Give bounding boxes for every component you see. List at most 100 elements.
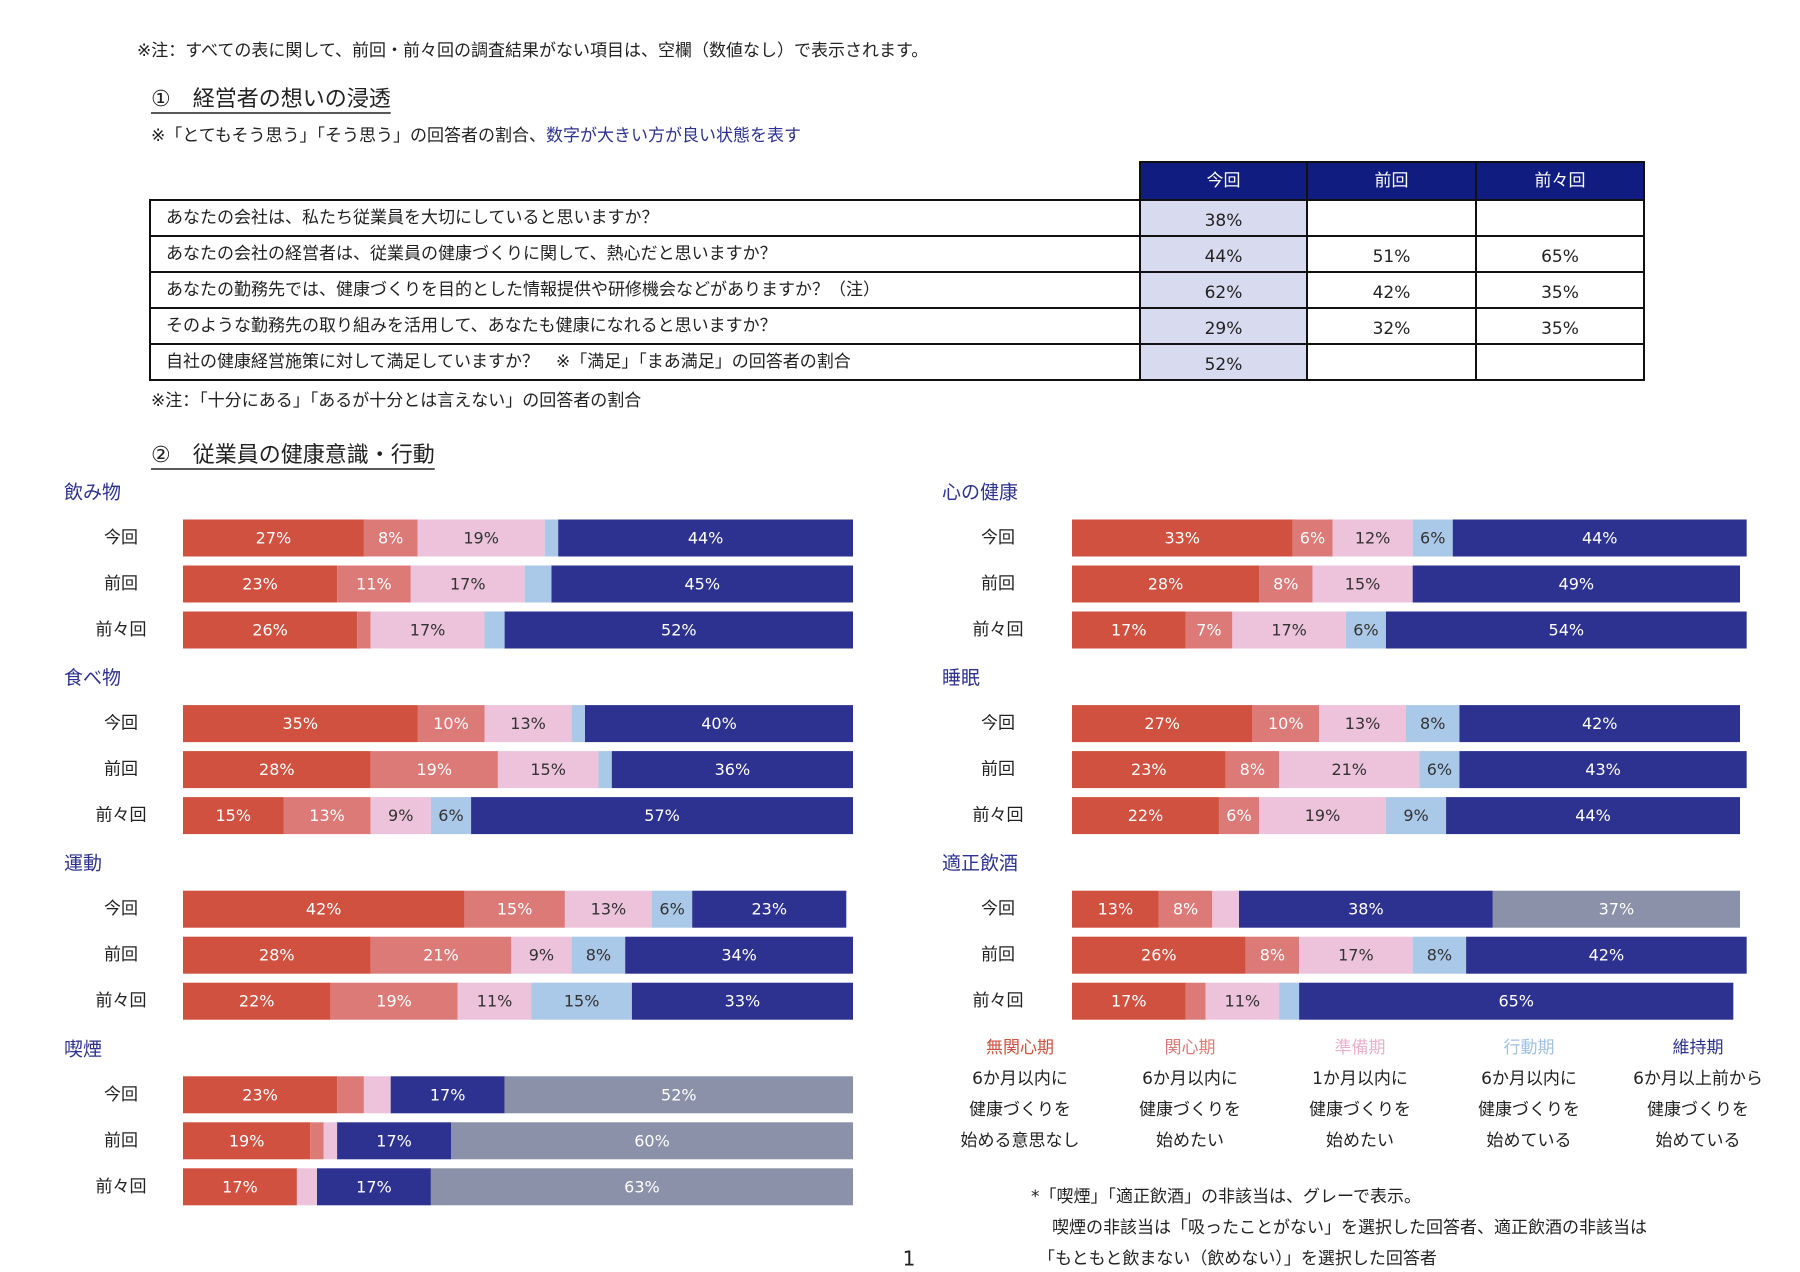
bar-label: 34% (721, 946, 757, 965)
table-cell (1475, 307, 1645, 345)
bar-segment (183, 982, 331, 1020)
legend-description: 6か月以内に (1481, 1069, 1577, 1089)
bar-label: 6% (1427, 760, 1452, 779)
bar-label: 6% (659, 900, 684, 919)
bar-label: 28% (1148, 575, 1184, 594)
bar-segment (183, 890, 465, 928)
bar-segment (1299, 936, 1413, 974)
bar-segment (1252, 705, 1320, 743)
bar-segment (511, 936, 572, 974)
bar-segment (1225, 751, 1280, 789)
bar-label: 15% (530, 760, 566, 779)
bar-segment (417, 705, 485, 743)
bar-segment (1245, 936, 1300, 974)
bar-label: 6% (1353, 621, 1378, 640)
bar-segment (357, 611, 371, 649)
bar-segment (370, 611, 485, 649)
bar-label: 21% (423, 946, 459, 965)
legend-description: 6か月以内に (1142, 1069, 1238, 1089)
bar-segment (1185, 982, 1206, 1020)
bar-label: 28% (259, 760, 295, 779)
bar-label: 9% (1403, 806, 1428, 825)
bar-segment (183, 705, 418, 743)
bar-segment (317, 1168, 431, 1206)
table-value: 38% (1205, 211, 1243, 231)
bar-label: 13% (1098, 900, 1134, 919)
bar-label: 17% (1271, 621, 1307, 640)
bar-segment (558, 519, 853, 557)
bar-label: 23% (242, 1085, 278, 1104)
bar-segment (337, 1122, 451, 1160)
bar-label: 37% (1599, 900, 1635, 919)
bar-segment (1158, 890, 1213, 928)
bar-label: 6% (1226, 806, 1251, 825)
bar-segment (544, 519, 559, 557)
bar-label: 11% (356, 575, 392, 594)
chart-title: 喫煙 (64, 1038, 102, 1060)
chart-title: 運動 (64, 853, 102, 875)
footnote: 「もともと飲まない（飲めない）」を選択した回答者 (1038, 1249, 1437, 1269)
table-question: あなたの会社の経営者は、従業員の健康づくりに関して、熱心だと思いますか？ (166, 244, 777, 264)
legend-description: 6か月以内に (972, 1069, 1068, 1089)
bar-segment (551, 565, 853, 603)
bar-segment (1292, 519, 1333, 557)
bar-segment (484, 705, 572, 743)
legend-description: 1か月以内に (1312, 1069, 1408, 1089)
bar-segment (1412, 936, 1467, 974)
bar-segment (1279, 751, 1420, 789)
bar-label: 52% (661, 1085, 697, 1104)
row-label: 前回 (981, 574, 1015, 594)
bar-segment (370, 797, 431, 835)
bar-segment (363, 519, 418, 557)
bar-segment (370, 751, 498, 789)
bar-segment (390, 1076, 505, 1114)
table-cell (1306, 271, 1477, 309)
bar-segment (1072, 890, 1159, 928)
legend-description: 健康づくりを (1647, 1100, 1749, 1120)
bar-segment (430, 797, 472, 835)
bar-segment (1212, 890, 1239, 928)
table-value: 42% (1373, 283, 1411, 303)
table-value: 35% (1541, 283, 1579, 303)
bar-label: 19% (376, 992, 412, 1011)
bar-segment (1419, 751, 1460, 789)
bar-label: 9% (388, 806, 413, 825)
bar-segment (1279, 982, 1300, 1020)
bar-segment (1259, 565, 1313, 603)
bar-segment (183, 519, 364, 557)
bar-label: 17% (222, 1177, 258, 1196)
bar-label: 6% (438, 806, 463, 825)
bar-label: 44% (1575, 806, 1611, 825)
legend-description: 始める意思なし (961, 1131, 1080, 1151)
bar-segment (585, 705, 853, 743)
row-label: 前回 (104, 574, 138, 594)
bar-label: 17% (1338, 946, 1374, 965)
bar-segment (504, 1076, 853, 1114)
bar-segment (564, 890, 652, 928)
bar-label: 33% (725, 992, 761, 1011)
subtitle-emphasis: 数字が大きい方が良い状態を表す (546, 126, 801, 146)
row-label: 前回 (104, 1131, 138, 1151)
legend-name: 行動期 (1504, 1038, 1555, 1058)
bar-label: 11% (1225, 992, 1261, 1011)
table-header: 前々回 (1535, 171, 1586, 191)
table-cell (1139, 235, 1308, 273)
bar-segment (183, 936, 371, 974)
table-row (149, 307, 1141, 345)
bar-label: 11% (477, 992, 513, 1011)
bar-segment (1446, 797, 1740, 835)
bar-segment (692, 890, 847, 928)
subtitle-text: ※「とてもそう思う」「そう思う」の回答者の割合、 (151, 126, 546, 146)
bar-label: 49% (1559, 575, 1595, 594)
bar-segment (1412, 565, 1740, 603)
bar-segment (571, 936, 626, 974)
bar-label: 17% (376, 1131, 412, 1150)
row-label: 今回 (981, 714, 1015, 734)
bar-label: 19% (463, 529, 499, 548)
bar-label: 57% (644, 806, 680, 825)
bar-segment (296, 1168, 317, 1206)
bar-label: 7% (1196, 621, 1221, 640)
table-value: 52% (1205, 355, 1243, 375)
bar-segment (1072, 519, 1293, 557)
legend-description: 健康づくりを (1139, 1100, 1241, 1120)
